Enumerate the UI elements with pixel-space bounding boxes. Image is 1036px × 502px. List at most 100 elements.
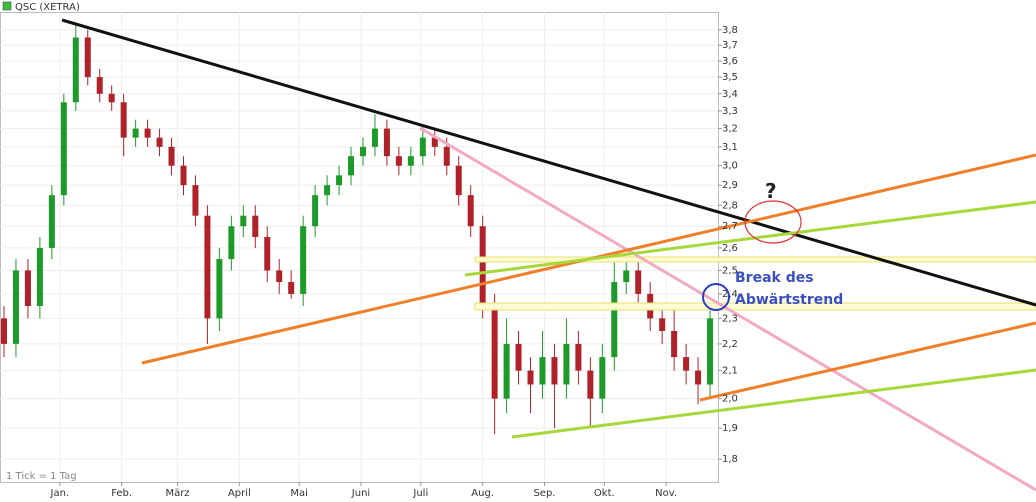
y-tick-label: 2,6 [722,243,738,254]
x-tick-label: Sep. [533,488,555,499]
candle-body [671,330,678,358]
y-tick-label: 2,4 [722,289,738,300]
candle-body [0,318,7,344]
candle-body [515,343,522,371]
pink-trendline [419,126,1036,492]
orange-lower-line [699,321,1036,402]
x-tick-label: Aug. [471,488,494,499]
candle-body [419,137,426,157]
intersection-circle [744,200,802,244]
chart-title: QSC (XETRA) [15,2,80,13]
candle-body [491,306,498,399]
annotation-text: Break des [735,270,814,286]
downtrend-line [61,18,1036,307]
y-tick-label: 3,6 [722,56,738,67]
y-tick-label: 2,1 [722,366,738,377]
candle-body [48,195,55,248]
candle-body [192,185,199,216]
x-tick-label: März [165,488,189,499]
candle-body [96,77,103,94]
y-tick-label: 2,9 [722,180,738,191]
y-tick-label: 2,0 [722,394,738,405]
green-upper-line [464,200,1036,277]
candle-body [587,370,594,399]
candle-body [300,226,307,294]
candle-body [168,146,175,166]
candle-body [527,370,534,385]
candle-body [563,343,570,385]
x-tick-label: Juni [351,488,370,499]
candle-body [539,357,546,385]
green-lower-line [511,368,1036,439]
candle-body [144,128,151,138]
candle-body [228,226,235,260]
candle-body [503,343,510,399]
candle-body [407,156,414,166]
candle-body [659,318,666,331]
y-tick-label: 3,0 [722,161,738,172]
grid [0,12,718,482]
candle-body [479,226,486,307]
candle-body [204,215,211,319]
candle-body [60,102,67,196]
trendlines [61,18,1036,492]
candle-body [252,215,259,237]
resistance-band [474,256,1036,263]
candle-body [240,215,247,227]
candle-body [36,247,43,307]
candle-body [120,102,127,138]
y-tick-label: 2,5 [722,265,738,276]
candle-body [216,259,223,319]
candle-body [623,270,630,283]
candle-body [108,93,115,103]
candle-body [635,270,642,294]
candle-body [348,156,355,176]
y-tick-label: 2,7 [722,221,738,232]
y-tick-label: 3,8 [722,25,738,36]
x-tick-label: Jan. [50,488,70,499]
legend-swatch [2,1,12,11]
candle-body [371,128,378,147]
candle-body [443,146,450,166]
candle-body [312,195,319,227]
y-tick-label: 1,9 [722,423,738,434]
candle-body [276,270,283,283]
candle-body [683,357,690,371]
candle-body [707,318,714,385]
candle-body [467,195,474,227]
y-tick-label: 2,8 [722,200,738,211]
candle-body [551,357,558,385]
candle-body [72,37,79,103]
candle-body [84,37,91,78]
x-tick-label: Feb. [111,488,132,499]
candle-body [383,128,390,157]
x-tick-label: Mai [290,488,308,499]
candle-body [455,165,462,196]
y-tick-label: 3,7 [722,40,738,51]
x-tick-label: April [228,488,251,499]
footnote: 1 Tick = 1 Tag [6,471,77,482]
candle-body [611,282,618,358]
annotation-question: ? [765,179,777,203]
x-tick-label: Juli [412,488,428,499]
break-circle [702,283,730,311]
candle-body [695,370,702,385]
candle-body [180,165,187,186]
candle-body [12,270,19,344]
candle-body [288,282,295,294]
annotation-text: Abwärtstrend [735,292,843,308]
y-tick-label: 1,8 [722,454,738,465]
candle-body [336,175,343,186]
y-tick-label: 3,3 [722,106,738,117]
candle-body [132,128,139,138]
y-tick-label: 2,3 [722,313,738,324]
candles [0,22,714,435]
candle-body [575,343,582,371]
candle-body [431,137,438,147]
support-band [474,302,1036,311]
candle-body [264,236,271,271]
y-tick-label: 3,1 [722,142,738,153]
y-tick-label: 3,2 [722,124,738,135]
candle-body [24,270,31,307]
